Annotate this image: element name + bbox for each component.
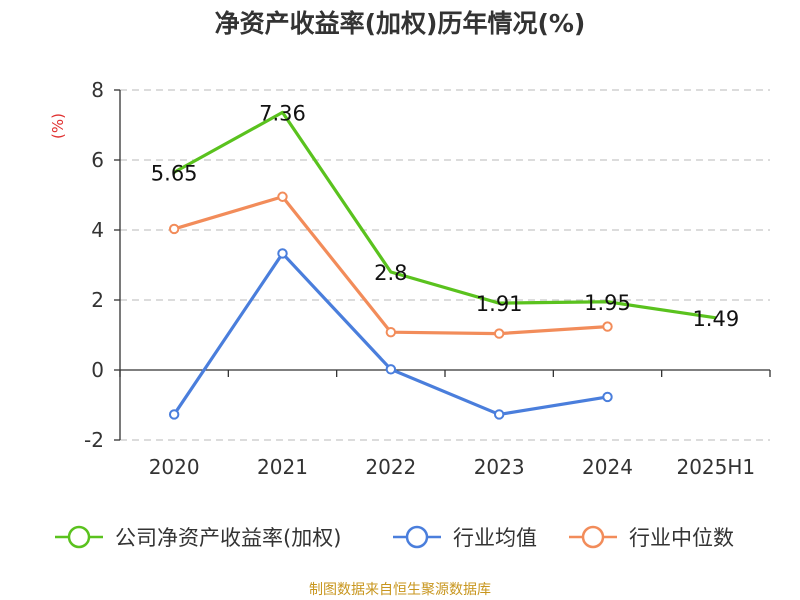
axes: 8 6 4 2 0 -2 2020 2021 2022 2023 2024 2025H1 xyxy=(84,78,771,479)
y-axis-unit-label: (%) xyxy=(49,113,67,139)
legend-circle-marker xyxy=(405,525,429,549)
legend-item-1[interactable]: 行业均值 xyxy=(393,525,537,550)
chart-title: 净资产收益率(加权)历年情况(%) xyxy=(215,9,586,38)
data-point-marker xyxy=(385,327,397,338)
series-group xyxy=(168,110,717,420)
y-tick-label: 0 xyxy=(91,358,104,382)
legend-circle-marker xyxy=(67,525,91,549)
legend-item-2[interactable]: 行业中位数 xyxy=(569,525,734,550)
series-line-0 xyxy=(173,110,717,320)
legend-label: 行业均值 xyxy=(453,526,537,550)
x-tick-label: 2025H1 xyxy=(676,455,755,479)
data-point-marker xyxy=(277,248,288,259)
data-point-marker xyxy=(493,328,505,339)
legend-label: 公司净资产收益率(加权) xyxy=(115,526,341,550)
data-point-marker xyxy=(602,321,613,332)
data-label: 7.36 xyxy=(259,101,306,125)
data-point-marker xyxy=(168,223,180,235)
data-point-marker xyxy=(168,409,180,420)
data-labels: 5.65 7.36 2.8 1.91 1.95 1.49 xyxy=(151,101,739,330)
y-tick-label: 8 xyxy=(91,78,104,102)
data-label: 1.91 xyxy=(476,292,523,316)
data-point-marker xyxy=(602,391,613,403)
y-tick-label: 6 xyxy=(91,148,104,172)
legend-label: 行业中位数 xyxy=(629,526,734,550)
data-label: 5.65 xyxy=(151,161,198,185)
legend[interactable]: 公司净资产收益率(加权) 行业均值 行业中位数 xyxy=(55,525,734,550)
data-point-marker xyxy=(277,191,288,202)
x-tick-label: 2023 xyxy=(474,455,525,479)
source-note: 制图数据来自恒生聚源数据库 xyxy=(309,582,491,598)
x-tick-label: 2021 xyxy=(257,455,308,479)
data-label: 1.49 xyxy=(692,307,739,331)
x-tick-label: 2020 xyxy=(149,455,200,479)
legend-item-0[interactable]: 公司净资产收益率(加权) xyxy=(55,525,341,550)
x-tick-label: 2022 xyxy=(365,455,416,479)
legend-circle-marker xyxy=(581,525,605,549)
data-label: 1.95 xyxy=(584,291,631,315)
y-tick-label: -2 xyxy=(84,428,104,452)
data-point-marker xyxy=(493,409,505,420)
y-tick-label: 2 xyxy=(91,288,104,312)
data-point-marker xyxy=(385,364,397,375)
x-tick-label: 2024 xyxy=(582,455,633,479)
data-label: 2.8 xyxy=(374,261,407,285)
y-tick-label: 4 xyxy=(91,218,104,242)
gridlines xyxy=(120,89,770,441)
